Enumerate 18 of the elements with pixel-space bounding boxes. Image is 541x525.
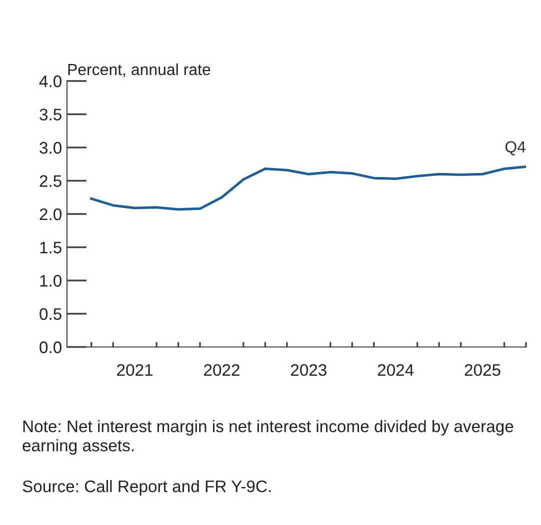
x-tick-label: 2025 — [464, 364, 500, 376]
y-tick-label: 2.0 — [40, 208, 62, 220]
x-tick-label: 2024 — [378, 364, 414, 376]
y-axis-title: Percent, annual rate — [68, 63, 210, 78]
annotation: Q4 — [505, 141, 526, 156]
y-tick-label: 4.0 — [39, 75, 62, 88]
y-tick-label: 0.0 — [40, 341, 62, 354]
x-tick-label: 2023 — [290, 364, 326, 376]
text: Note: Net interest margin is net interest income divided by average earning assets. — [22, 420, 514, 455]
y-tick-label: 1.0 — [40, 274, 62, 287]
x-tick-label: 2022 — [204, 364, 240, 376]
y-tick-label: 0.5 — [40, 308, 62, 320]
y-tick-label: 1.5 — [40, 242, 62, 254]
y-tick-label: 3.0 — [40, 142, 62, 154]
y-tick-label: 3.5 — [40, 108, 62, 120]
y-tick-label: 2.5 — [40, 175, 62, 187]
x-tick-label: 2021 — [117, 364, 153, 376]
source-note: Source: Call Report and FR Y-9C. — [22, 480, 271, 496]
